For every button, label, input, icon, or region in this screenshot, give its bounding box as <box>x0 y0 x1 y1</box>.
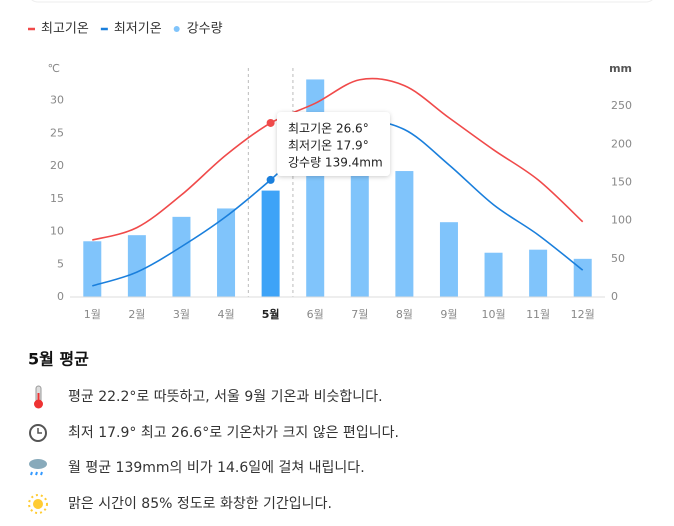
x-tick-label: 2월 <box>128 308 145 321</box>
y2-tick-label: 200 <box>611 137 632 150</box>
bar <box>484 252 503 297</box>
legend: 최고기온 최저기온 강수량 <box>28 22 223 37</box>
card-edge <box>31 0 653 3</box>
x-tick-label: 5월 <box>262 307 280 321</box>
tooltip: 최고기온 26.6° 최저기온 17.9° 강수량 139.4mm <box>277 112 390 176</box>
summary-title: 5월 평균 <box>28 350 89 369</box>
x-tick-label: 8월 <box>396 308 413 321</box>
x-tick-label: 7월 <box>351 308 368 321</box>
y2-tick-label: 250 <box>611 99 632 112</box>
y-unit: ℃ <box>48 62 60 75</box>
tooltip-box <box>277 112 390 176</box>
summary-item: 월 평균 139mm의 비가 14.6일에 걸쳐 내립니다. <box>68 460 365 476</box>
bar <box>529 249 548 297</box>
y2-tick-label: 50 <box>611 252 625 265</box>
y2-tick-label: 0 <box>611 290 618 303</box>
bar <box>217 208 236 297</box>
y-tick-label: 10 <box>50 225 64 238</box>
legend-label: 강수량 <box>187 22 223 37</box>
x-tick-label: 10월 <box>481 308 505 321</box>
summary-item: 최저 17.9° 최고 26.6°로 기온차가 크지 않은 편입니다. <box>68 425 399 441</box>
y-tick-label: 20 <box>50 159 64 172</box>
bar <box>395 171 414 297</box>
icon-thermometer <box>34 385 43 409</box>
y2-unit: mm <box>609 62 632 75</box>
icon-clock <box>29 424 47 442</box>
legend-label: 최저기온 <box>114 22 162 37</box>
highlight-point <box>266 118 275 127</box>
tooltip-line: 최고기온 26.6° <box>288 122 369 136</box>
y2-tick-label: 100 <box>611 214 632 227</box>
x-tick-label: 4월 <box>217 308 234 321</box>
y2-tick-label: 150 <box>611 176 632 189</box>
bar <box>127 235 146 297</box>
x-tick-label: 9월 <box>440 308 457 321</box>
x-tick-label: 11월 <box>526 308 550 321</box>
tooltip-line: 강수량 139.4mm <box>288 156 383 170</box>
y-tick-label: 25 <box>50 126 64 139</box>
summary-item: 평균 22.2°로 따뜻하고, 서울 9월 기온과 비슷합니다. <box>68 389 383 405</box>
bar <box>83 241 102 297</box>
summary-item: 맑은 시간이 85% 정도로 화창한 기간입니다. <box>68 496 332 512</box>
line <box>92 77 584 241</box>
bar <box>261 190 280 297</box>
bar <box>573 258 592 297</box>
bar <box>350 160 369 297</box>
y-tick-label: 0 <box>57 290 64 303</box>
highlight-point <box>266 175 275 184</box>
y-tick-label: 15 <box>50 192 64 205</box>
x-tick-label: 12월 <box>571 308 595 321</box>
legend-swatch <box>173 26 180 32</box>
x-tick-label: 6월 <box>307 308 324 321</box>
y-tick-label: 30 <box>50 94 64 107</box>
x-tick-label: 3월 <box>173 308 190 321</box>
icon-rain <box>29 459 47 476</box>
y-tick-label: 5 <box>57 257 64 270</box>
tooltip-line: 최저기온 17.9° <box>288 139 369 153</box>
bar <box>439 222 458 297</box>
icon-sun <box>28 494 48 514</box>
bar <box>172 216 191 297</box>
legend-label: 최고기온 <box>41 22 89 37</box>
x-tick-label: 1월 <box>84 308 101 321</box>
